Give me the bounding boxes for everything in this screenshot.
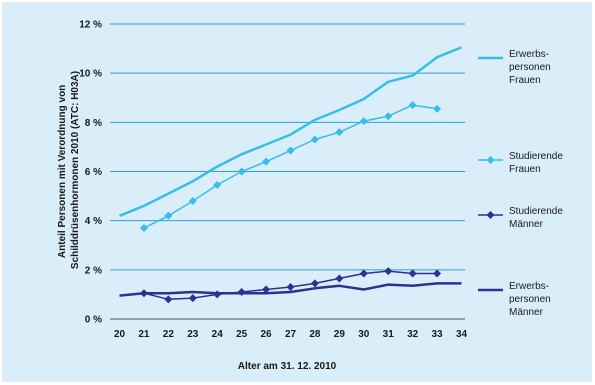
x-tick-label: 22 <box>163 329 175 340</box>
y-axis-title: Anteil Personen mit Verordnung von Schil… <box>57 71 81 269</box>
y-axis-title-line-1: Anteil Personen mit Verordnung von <box>57 85 68 258</box>
y-tick-label: 2 % <box>85 265 102 276</box>
data-point <box>335 128 344 137</box>
legend-label-line: personen <box>509 62 551 73</box>
legend-label: Studierende Männer <box>509 206 563 230</box>
x-tick-label: 25 <box>236 329 248 340</box>
data-point <box>286 146 295 155</box>
y-axis-title-line-2: Schilddrüsenhormonen 2010 (ATC: H03A) <box>70 71 81 269</box>
x-tick-label: 30 <box>358 329 370 340</box>
x-tick-label: 28 <box>309 329 321 340</box>
data-point <box>359 117 368 126</box>
series-line <box>143 104 438 229</box>
x-tick-label: 29 <box>334 329 346 340</box>
legend-label-line: Erwerbs- <box>509 49 549 60</box>
data-point <box>408 269 417 278</box>
legend-item: Erwerbs-personen Frauen <box>478 49 551 86</box>
legend-item: Studierende Frauen <box>478 151 563 175</box>
x-tick-label: 32 <box>407 329 419 340</box>
series-1 <box>139 101 442 233</box>
series-3 <box>119 282 462 297</box>
data-point <box>164 211 173 220</box>
legend-label-line: Erwerbs- <box>509 281 549 292</box>
legend-label-line: Männer <box>509 307 544 318</box>
legend-swatch-marker <box>486 211 495 219</box>
x-tick-label: 23 <box>187 329 199 340</box>
y-axis-ticks: 0 % 2 % 4 % 6 % 8 % 10 % 12 % <box>79 20 102 326</box>
series-group <box>119 46 462 304</box>
legend-label: Studierende Frauen <box>509 151 563 175</box>
data-point <box>408 101 417 110</box>
data-point <box>433 269 442 278</box>
data-point <box>188 197 197 205</box>
data-point <box>213 181 222 190</box>
x-tick-label: 20 <box>114 329 126 340</box>
legend-label-line: Männer <box>509 219 544 230</box>
y-tick-label: 10 % <box>79 69 102 80</box>
data-point <box>139 224 148 233</box>
y-tick-label: 0 % <box>85 315 102 326</box>
data-point <box>433 104 442 113</box>
series-line <box>119 282 462 297</box>
x-tick-label: 34 <box>456 329 468 340</box>
legend-label: Erwerbs-personen Männer <box>509 281 551 318</box>
data-point <box>359 269 368 278</box>
gridlines <box>110 23 465 320</box>
data-point <box>384 267 393 276</box>
data-point <box>384 112 393 121</box>
data-point <box>164 295 173 304</box>
y-tick-label: 6 % <box>85 167 102 178</box>
legend-label-line: Frauen <box>509 75 541 86</box>
y-tick-label: 8 % <box>85 118 102 129</box>
series-line <box>119 46 462 217</box>
data-point <box>310 135 319 144</box>
x-tick-label: 24 <box>212 329 224 340</box>
y-tick-label: 12 % <box>79 20 102 31</box>
legend-label-line: Studierende <box>509 206 563 217</box>
x-tick-label: 21 <box>138 329 150 340</box>
data-point <box>286 283 295 292</box>
data-point <box>335 274 344 283</box>
x-tick-label: 33 <box>432 329 444 340</box>
x-tick-label: 31 <box>383 329 395 340</box>
data-point <box>310 279 319 288</box>
x-axis-title: Alter am 31. 12. 2010 <box>238 361 337 372</box>
legend-swatch-marker <box>486 156 495 164</box>
data-point <box>262 285 271 294</box>
legend-item: Studierende Männer <box>478 206 563 230</box>
data-point <box>188 294 197 303</box>
series-0 <box>119 46 462 217</box>
data-point <box>262 157 271 166</box>
legend-item: Erwerbs-personen Männer <box>478 281 551 318</box>
legend-label: Erwerbs-personen Frauen <box>509 49 551 86</box>
legend-label-line: Studierende <box>509 151 563 162</box>
x-tick-label: 27 <box>285 329 297 340</box>
legend-label-line: personen <box>509 294 551 305</box>
legend-label-line: Frauen <box>509 164 541 175</box>
x-tick-label: 26 <box>261 329 273 340</box>
x-axis-ticks: 20 21 22 23 24 25 26 27 28 29 30 31 32 33 34 <box>114 329 468 340</box>
data-point <box>237 167 246 176</box>
y-tick-label: 4 % <box>85 216 102 227</box>
